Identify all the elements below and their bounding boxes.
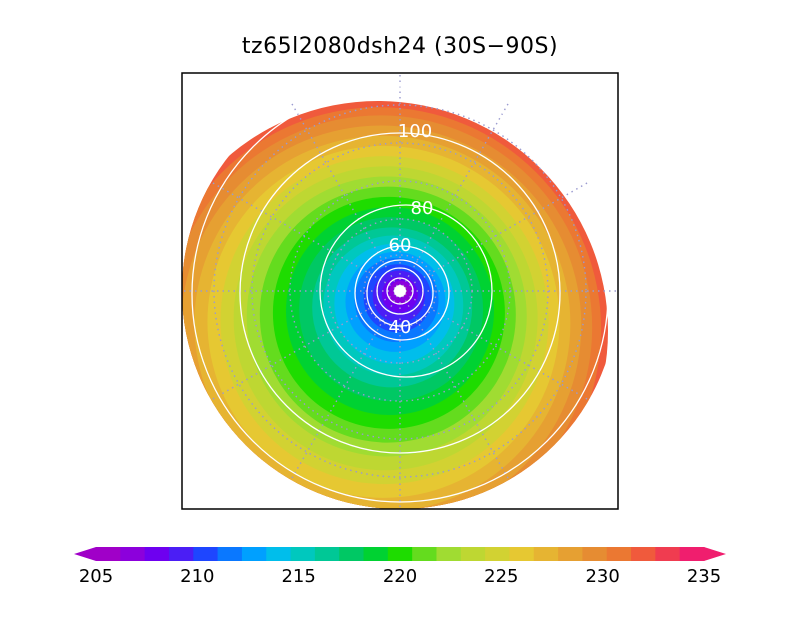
contour-line [191, 85, 609, 503]
colorbar-max-arrow [704, 547, 726, 561]
colorbar-bin [655, 547, 681, 561]
colorbar-bin [436, 547, 462, 561]
colorbar-bin [460, 547, 486, 561]
colorbar-bin [582, 547, 608, 561]
colorbar-bin [679, 547, 705, 561]
contour-label: 60 [389, 235, 412, 256]
colorbar-tick-label: 230 [585, 566, 620, 587]
colorbar-bin [533, 547, 559, 561]
contour-line [354, 245, 450, 341]
contour-line [376, 267, 424, 315]
contour-line [319, 204, 493, 378]
colorbar-bin [485, 547, 510, 561]
colorbar-tick-label: 235 [686, 566, 722, 587]
longitude-gridline [399, 290, 521, 500]
colorbar-bin [363, 547, 389, 561]
contour-line [386, 277, 414, 305]
contour-lines [191, 85, 609, 503]
contour-line [239, 132, 561, 454]
longitude-gridline [279, 82, 401, 292]
colorbar-bin [266, 547, 292, 561]
colorbar-tick-label: 225 [484, 566, 519, 587]
colorbar-tick-label: 205 [78, 566, 114, 587]
longitude-gridline [279, 290, 401, 500]
colorbar-bin [631, 547, 656, 561]
longitude-gridline [399, 82, 521, 292]
colorbar-bin [387, 547, 413, 561]
pole-marker [394, 285, 406, 297]
colorbar-bin [241, 547, 267, 561]
colorbar-tick-label: 215 [281, 566, 316, 587]
colorbar-bin [314, 547, 340, 561]
longitude-gridline [399, 170, 609, 292]
colorbar-bin [168, 547, 194, 561]
latitude-gridline [213, 104, 587, 478]
contour-label: 80 [411, 198, 434, 219]
colorbar-bin [339, 547, 365, 561]
colorbar-bin [558, 547, 583, 561]
contour-label: 120 [404, 78, 438, 99]
map-title: tz65l2080dsh24 (30S−90S) [241, 34, 559, 59]
colorbar-bin [193, 547, 219, 561]
colorbar-bin [509, 547, 535, 561]
contour-labels: 40 60 80 100 120 [389, 78, 439, 338]
lat-lon-gridlines [182, 73, 618, 509]
longitude-gridline [191, 290, 401, 412]
longitude-gridline [399, 290, 609, 412]
colorbar-bin [96, 547, 121, 561]
colorbar-bin [290, 547, 316, 561]
map-frame [181, 72, 619, 510]
colorbar-bin [412, 547, 437, 561]
colorbar-bin [144, 547, 170, 561]
colorbar-tick-label: 220 [382, 566, 418, 587]
colorbar-bin [217, 547, 243, 561]
contour-label: 40 [389, 317, 412, 338]
colorbar-min-arrow [74, 547, 96, 561]
colorbar-tick-label: 210 [180, 566, 215, 587]
contour-label: 100 [398, 121, 432, 142]
latitude-gridline [251, 142, 549, 440]
longitude-gridline [191, 170, 401, 292]
colorbar-bin [606, 547, 632, 561]
latitude-gridline [363, 254, 437, 328]
colorbar-bin [120, 547, 146, 561]
contour-line [366, 259, 434, 327]
